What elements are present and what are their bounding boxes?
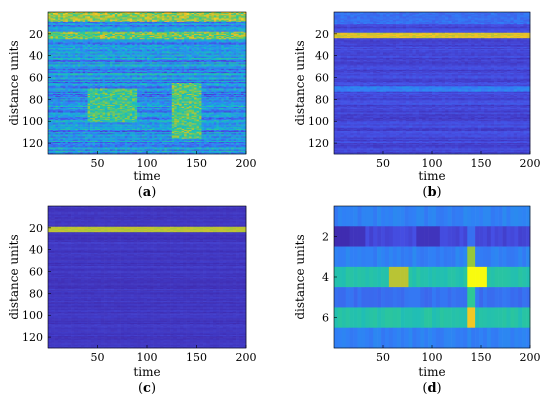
heatmap-a: [48, 12, 246, 154]
